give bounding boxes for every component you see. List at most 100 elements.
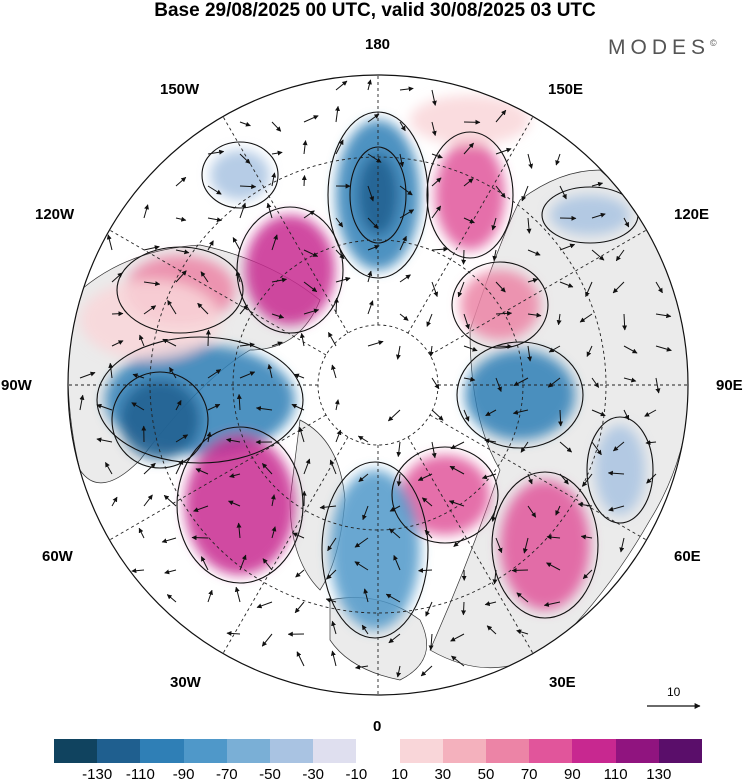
wind-vector (163, 494, 177, 507)
wind-vector (548, 345, 561, 353)
wind-vector (646, 473, 657, 484)
wind-vector (175, 434, 189, 443)
wind-vector (527, 505, 537, 518)
colorbar-segment (270, 739, 314, 763)
wind-vector (207, 185, 222, 195)
wind-vector (270, 494, 276, 507)
wind-vector (256, 601, 273, 609)
wind-vector (207, 403, 221, 411)
wind-vector (491, 217, 497, 231)
wind-vector (388, 409, 401, 422)
wind-vector (292, 532, 305, 539)
colorbar-tick-labels: -130 -110 -90 -70 -50 -30 -10 10 30 50 70 90 110 130 (0, 766, 750, 783)
wind-vector (175, 176, 187, 187)
wind-vector (138, 527, 145, 539)
meridian-label-60e: 60E (674, 548, 701, 565)
wind-vector (239, 202, 247, 219)
meridian-label-60w: 60W (42, 548, 73, 565)
wind-vector (615, 249, 625, 262)
wind-vector (239, 121, 251, 127)
wind-vector (591, 409, 606, 417)
wind-vector (167, 299, 177, 315)
wind-vector (608, 505, 625, 512)
wind-vector (399, 153, 405, 168)
wind-vector (111, 340, 124, 347)
colorbar-segment (658, 739, 703, 763)
anomaly-blob (358, 155, 398, 235)
wind-vector (527, 153, 534, 169)
wind-vector (271, 121, 282, 132)
wind-vector (556, 313, 562, 326)
wind-vector (424, 529, 433, 539)
wind-vector (261, 463, 273, 475)
wind-vector (645, 440, 657, 446)
wind-vector (335, 139, 344, 155)
wind-vector (591, 212, 606, 219)
wind-vector (367, 153, 382, 163)
colorbar-tick-label: -10 (345, 766, 368, 783)
wind-vector (301, 175, 307, 187)
wind-vector (425, 601, 433, 617)
wind-vector (463, 376, 476, 382)
anomaly-blob (330, 470, 420, 630)
wind-vector (303, 249, 319, 257)
wind-vector (426, 313, 433, 327)
wind-vector (613, 441, 625, 452)
wind-vector (623, 345, 638, 354)
wind-vector (131, 568, 145, 574)
brand-name: MODES (608, 36, 711, 59)
wind-vector (644, 409, 657, 417)
wind-vector (271, 341, 283, 347)
anomaly-blob (80, 280, 220, 360)
wind-vector (418, 567, 433, 573)
wind-vector (516, 592, 529, 603)
map-disc (68, 75, 688, 695)
wind-vector (111, 496, 118, 507)
wind-vector (131, 402, 145, 411)
wind-vector (228, 500, 241, 507)
wind-vector (206, 431, 212, 443)
wind-vector (303, 281, 318, 293)
wind-vector (559, 281, 574, 288)
colorbar-segment (399, 739, 443, 763)
wind-vector (559, 473, 569, 485)
wind-vector (399, 274, 411, 283)
meridian-label-180: 180 (365, 36, 391, 53)
wind-vector (527, 473, 533, 485)
wind-vector (303, 308, 320, 315)
wind-vector (164, 569, 177, 575)
colorbar-tick-label: 50 (477, 766, 495, 783)
wind-vector (520, 441, 529, 453)
wind-vector (143, 462, 156, 475)
wind-vector (319, 504, 337, 510)
wind-vector (175, 249, 190, 255)
contour-line (456, 341, 584, 449)
wind-vector (463, 345, 478, 352)
wind-vector (294, 601, 305, 614)
wind-vector (461, 601, 467, 616)
wind-vector (393, 555, 401, 571)
wind-vector (175, 400, 182, 411)
wind-vector (291, 403, 305, 411)
wind-vector (555, 505, 561, 516)
wind-vector (417, 473, 433, 481)
wind-vector (396, 441, 402, 458)
wind-vector (421, 497, 433, 507)
wind-vector (389, 505, 401, 512)
wind-vector (388, 633, 401, 644)
wind-vector (267, 363, 273, 379)
colorbar-segment (97, 739, 141, 763)
wind-vector (495, 281, 506, 293)
anomaly-blob (460, 270, 540, 340)
wind-vector (492, 569, 498, 585)
wind-vector (399, 121, 406, 132)
wind-vector (334, 399, 340, 411)
wind-vector (527, 312, 542, 318)
wind-vector (619, 537, 625, 553)
wind-vector (367, 244, 380, 251)
wind-vector (239, 304, 248, 315)
anomaly-blob (185, 435, 295, 575)
colorbar-tick-label: -130 (82, 766, 113, 783)
wind-vector (143, 281, 161, 287)
wind-vector (255, 406, 273, 411)
